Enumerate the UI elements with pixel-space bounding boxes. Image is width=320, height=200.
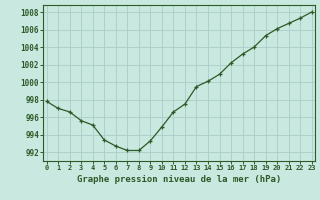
X-axis label: Graphe pression niveau de la mer (hPa): Graphe pression niveau de la mer (hPa)	[77, 175, 281, 184]
